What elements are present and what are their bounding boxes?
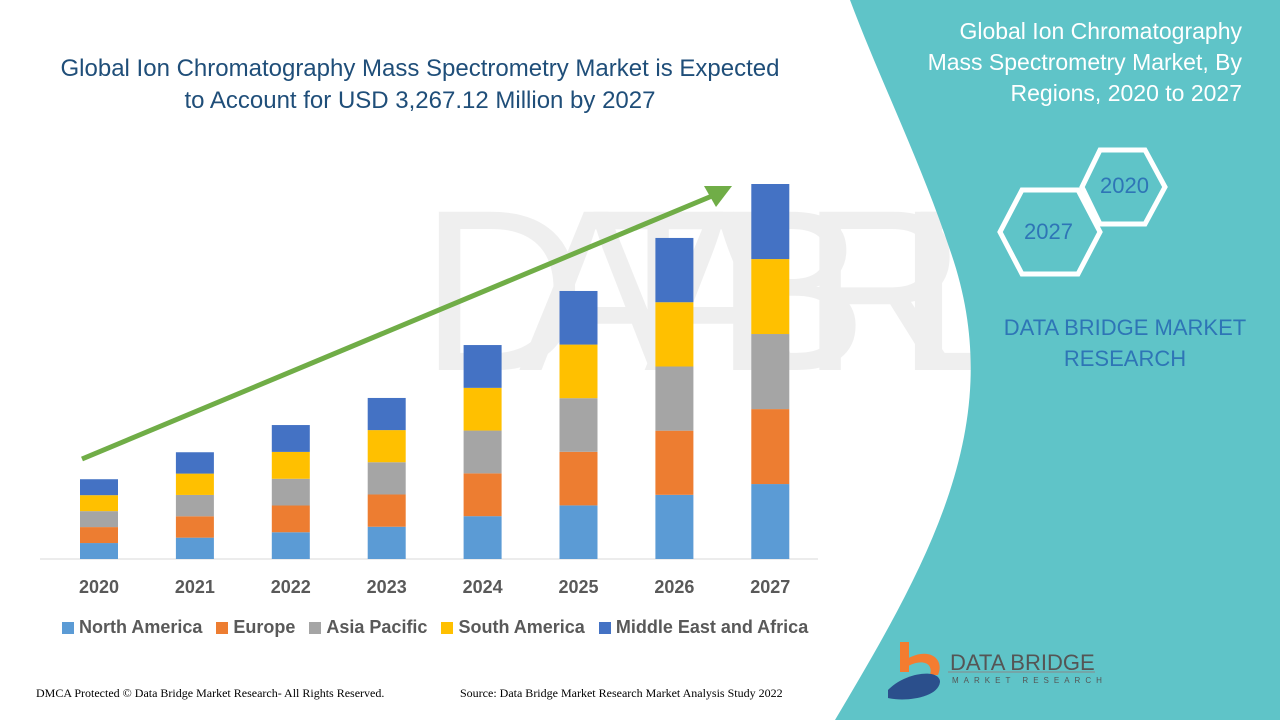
bar-2020-europe bbox=[80, 527, 118, 544]
bar-2024-asia-pacific bbox=[463, 430, 502, 474]
legend-label: South America bbox=[458, 617, 585, 637]
bar-2023-asia-pacific bbox=[367, 462, 406, 495]
bar-2025-middle-east-and-africa bbox=[559, 290, 598, 345]
bar-2025-south-america bbox=[559, 344, 598, 399]
legend-swatch bbox=[598, 621, 611, 634]
logo-sub: MARKET RESEARCH bbox=[952, 676, 1107, 685]
trend-arrow bbox=[81, 193, 713, 462]
brand-text: DATA BRIDGE MARKET RESEARCH bbox=[1003, 315, 1247, 371]
trend-arrow-head bbox=[704, 186, 732, 207]
bar-2020-south-america bbox=[80, 495, 118, 512]
legend-label: Europe bbox=[233, 617, 296, 637]
legend-item: Europe bbox=[216, 617, 295, 638]
bar-2020-middle-east-and-africa bbox=[80, 479, 118, 496]
legend-item: South America bbox=[441, 617, 585, 638]
bar-2023-europe bbox=[367, 494, 406, 527]
bar-2021-middle-east-and-africa bbox=[175, 452, 214, 474]
logo-name: DATA BRIDGE bbox=[950, 650, 1095, 675]
footer-copyright: DMCA Protected © Data Bridge Market Rese… bbox=[36, 686, 385, 700]
bar-2027-north-america bbox=[751, 484, 790, 559]
side-title: Global Ion Chromatography Mass Spectrome… bbox=[927, 18, 1242, 106]
bar-2025-asia-pacific bbox=[559, 398, 598, 452]
legend-label: Asia Pacific bbox=[326, 617, 428, 637]
bar-2023-north-america bbox=[367, 526, 406, 559]
legend-swatch bbox=[441, 621, 454, 634]
logo-icon bbox=[888, 642, 1095, 700]
legend-swatch bbox=[216, 621, 229, 634]
bar-2027-europe bbox=[751, 409, 790, 485]
bar-2025-north-america bbox=[559, 505, 598, 559]
x-tick-label: 2026 bbox=[654, 577, 694, 597]
bar-2026-europe bbox=[655, 430, 694, 495]
bar-2024-south-america bbox=[463, 387, 502, 431]
bar-2022-europe bbox=[271, 505, 310, 533]
hexagon-2027 bbox=[997, 187, 1103, 277]
bar-2020-asia-pacific bbox=[80, 511, 118, 528]
bar-2024-north-america bbox=[463, 516, 502, 559]
legend-label: North America bbox=[79, 617, 203, 637]
x-tick-label: 2023 bbox=[367, 577, 407, 597]
legend-item: Asia Pacific bbox=[309, 617, 427, 638]
bar-2021-europe bbox=[175, 516, 214, 538]
legend-label: Middle East and Africa bbox=[615, 617, 809, 637]
bar-2025-europe bbox=[559, 451, 598, 506]
bar-2027-south-america bbox=[751, 259, 790, 335]
bar-2021-asia-pacific bbox=[175, 494, 214, 517]
bar-2026-middle-east-and-africa bbox=[655, 237, 694, 303]
x-tick-label: 2024 bbox=[463, 577, 503, 597]
legend-swatch bbox=[62, 621, 74, 634]
bar-2021-north-america bbox=[175, 537, 214, 559]
side-panel bbox=[835, 0, 1280, 720]
bar-2026-north-america bbox=[655, 494, 694, 559]
x-tick-label: 2025 bbox=[558, 577, 598, 597]
footer-source: Source: Data Bridge Market Research Mark… bbox=[460, 686, 783, 700]
bar-2021-south-america bbox=[175, 473, 214, 495]
bar-2022-middle-east-and-africa bbox=[271, 425, 310, 452]
x-tick-label: 2027 bbox=[750, 577, 790, 597]
bar-2027-asia-pacific bbox=[751, 334, 790, 410]
bar-2023-south-america bbox=[367, 430, 406, 463]
bar-2023-middle-east-and-africa bbox=[367, 397, 406, 431]
x-tick-label: 2020 bbox=[79, 577, 119, 597]
legend-item: Middle East and Africa bbox=[598, 617, 809, 638]
bar-2024-europe bbox=[463, 473, 502, 517]
bar-2022-asia-pacific bbox=[271, 478, 310, 506]
bar-2022-north-america bbox=[271, 532, 310, 559]
bar-2024-middle-east-and-africa bbox=[463, 345, 502, 388]
bar-2026-asia-pacific bbox=[655, 366, 694, 431]
legend-item: North America bbox=[62, 617, 202, 638]
bar-2020-north-america bbox=[80, 543, 118, 559]
legend-swatch bbox=[309, 621, 322, 634]
x-tick-label: 2021 bbox=[175, 577, 215, 597]
bar-2027-middle-east-and-africa bbox=[751, 184, 790, 260]
x-tick-label: 2022 bbox=[271, 577, 311, 597]
hex-label-2027: 2027 bbox=[1024, 219, 1073, 244]
chart-title: Global Ion Chromatography Mass Spectrome… bbox=[60, 55, 780, 114]
bar-2022-south-america bbox=[271, 451, 310, 479]
hexagon-2020 bbox=[1079, 147, 1168, 227]
bar-2026-south-america bbox=[655, 302, 694, 367]
hex-label-2020: 2020 bbox=[1100, 173, 1149, 198]
legend: North America Europe Asia Pacific South Ame… bbox=[62, 617, 808, 638]
